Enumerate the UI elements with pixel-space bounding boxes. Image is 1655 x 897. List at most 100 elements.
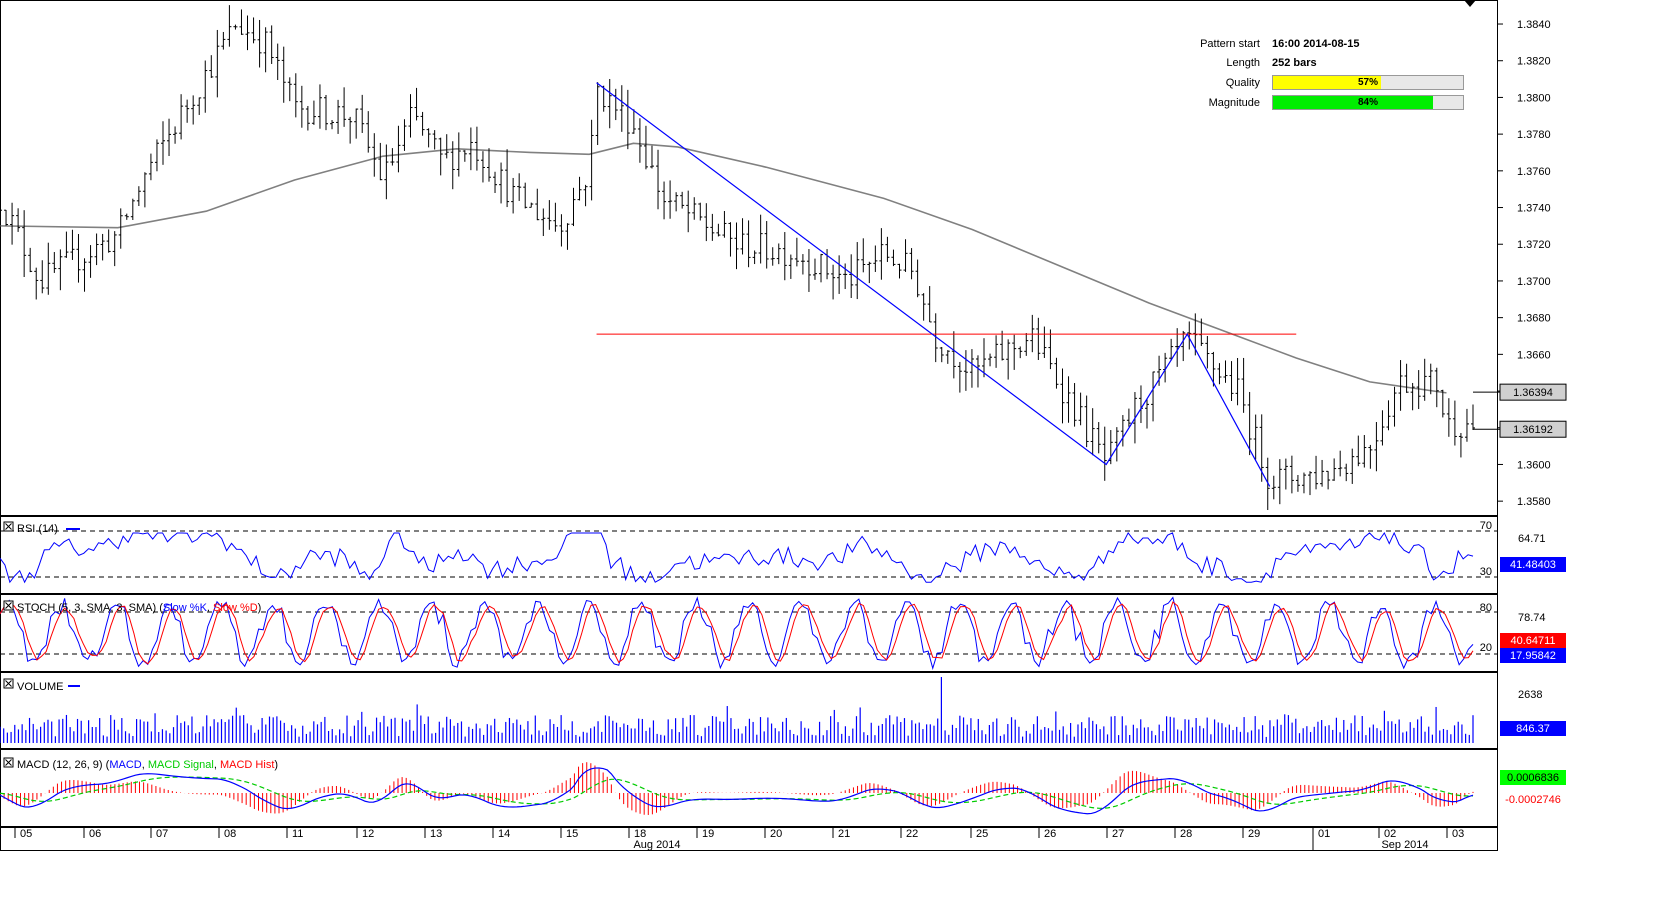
- moving-average-line: [0, 142, 1447, 394]
- price-tick-label: 1.3680: [1517, 313, 1551, 325]
- macd-label-signal: MACD Signal: [148, 759, 214, 771]
- price-bar: [287, 77, 292, 102]
- rsi-line: [0, 531, 1474, 584]
- price-bar: [142, 172, 147, 208]
- price-bar: [281, 46, 286, 103]
- price-bar: [1380, 410, 1385, 446]
- price-bar: [692, 197, 697, 220]
- price-tick-label: 1.3840: [1517, 19, 1551, 31]
- price-bar: [1120, 415, 1125, 447]
- price-bar: [903, 239, 908, 272]
- price-bar: [982, 338, 987, 378]
- day-label: 02: [1384, 828, 1396, 840]
- price-bar: [704, 203, 709, 242]
- day-label: 29: [1248, 828, 1260, 840]
- price-bar: [728, 222, 733, 257]
- price-bar: [1199, 318, 1204, 346]
- scroll-marker-icon[interactable]: [1464, 0, 1476, 7]
- price-bar: [1102, 426, 1107, 481]
- price-bar: [305, 105, 310, 131]
- price-bar: [100, 233, 105, 261]
- price-bar: [861, 238, 866, 273]
- day-label: 15: [566, 828, 578, 840]
- macd-panel-frame: [0, 749, 1498, 827]
- price-bar: [1308, 471, 1313, 496]
- price-bar: [517, 173, 522, 201]
- price-bar: [812, 258, 817, 280]
- stoch-label-d: Slow %D: [213, 602, 258, 614]
- price-bar: [185, 99, 190, 123]
- price-bar: [82, 258, 87, 292]
- macd-label-hist: MACD Hist: [220, 759, 274, 771]
- price-bar: [595, 82, 600, 146]
- price-bar: [523, 182, 528, 209]
- price-bar: [1464, 408, 1469, 442]
- price-bar: [1386, 400, 1391, 431]
- day-label: 25: [976, 828, 988, 840]
- price-bar: [4, 209, 9, 226]
- price-bar: [1446, 398, 1451, 437]
- price-bar: [529, 202, 534, 208]
- price-bar: [819, 253, 824, 283]
- stoch-k-value-box: [1500, 633, 1566, 648]
- price-bar: [378, 142, 383, 181]
- volume-current-value: 846.37: [1516, 723, 1550, 735]
- price-bar: [843, 263, 848, 290]
- price-bar: [317, 84, 322, 129]
- magnitude-bar-fill: [1273, 96, 1433, 109]
- price-axis: 1.3840 1.3820 1.3800 1.3780 1.3760 1.3740 1.37…: [1473, 19, 1567, 508]
- macd-value-box: [1500, 770, 1566, 785]
- price-bar: [758, 214, 763, 264]
- price-bar: [251, 17, 256, 44]
- price-bar: [1344, 463, 1349, 482]
- rsi-current-value: 41.48403: [1510, 559, 1556, 571]
- price-tick-label: 1.3800: [1517, 92, 1551, 104]
- price-bar: [1314, 455, 1319, 490]
- price-bar: [420, 111, 425, 136]
- price-bar: [124, 213, 129, 220]
- price-bar: [649, 145, 654, 169]
- price-layer: [0, 5, 1475, 510]
- price-bar: [402, 119, 407, 151]
- price-bar: [897, 263, 902, 279]
- quality-value: 57%: [1357, 77, 1378, 88]
- price-bar: [734, 222, 739, 270]
- day-label: 19: [702, 828, 714, 840]
- price-bar: [662, 181, 667, 220]
- price-bar: [227, 5, 232, 47]
- price-bar: [1048, 329, 1053, 370]
- day-label: 08: [224, 828, 236, 840]
- price-bar: [1356, 435, 1361, 467]
- stoch-label-k: Slow %K: [163, 602, 208, 614]
- price-bar: [535, 188, 540, 221]
- price-bar: [1241, 357, 1246, 413]
- price-bar: [1350, 448, 1355, 484]
- price-bar: [1223, 360, 1228, 383]
- rsi-current-value-box: [1500, 557, 1566, 572]
- price-bar: [269, 25, 274, 64]
- price-tick-label: 1.3780: [1517, 129, 1551, 141]
- stoch-label-suffix: ): [258, 602, 262, 614]
- stoch-label-sep: ,: [207, 602, 213, 614]
- price-bar: [625, 89, 630, 150]
- price-tick-label: 1.3600: [1517, 459, 1551, 471]
- price-bar: [70, 229, 75, 260]
- price-bar: [1428, 363, 1433, 395]
- price-bar: [293, 73, 298, 118]
- price-bar: [414, 87, 419, 121]
- price-bar: [22, 210, 27, 278]
- price-bar: [1145, 398, 1150, 429]
- price-bar: [221, 31, 226, 50]
- price-bar: [94, 233, 99, 266]
- price-bar: [1217, 363, 1222, 385]
- price-bar: [1253, 414, 1258, 460]
- stoch-layer: [0, 596, 1474, 671]
- day-label: 07: [156, 828, 168, 840]
- price-bar: [1392, 386, 1397, 427]
- price-bar: [239, 9, 244, 35]
- day-label: 28: [1180, 828, 1192, 840]
- rsi-panel-frame: [0, 516, 1498, 594]
- length-label: Length: [1226, 57, 1260, 69]
- day-label: 12: [362, 828, 374, 840]
- price-bar: [299, 85, 304, 128]
